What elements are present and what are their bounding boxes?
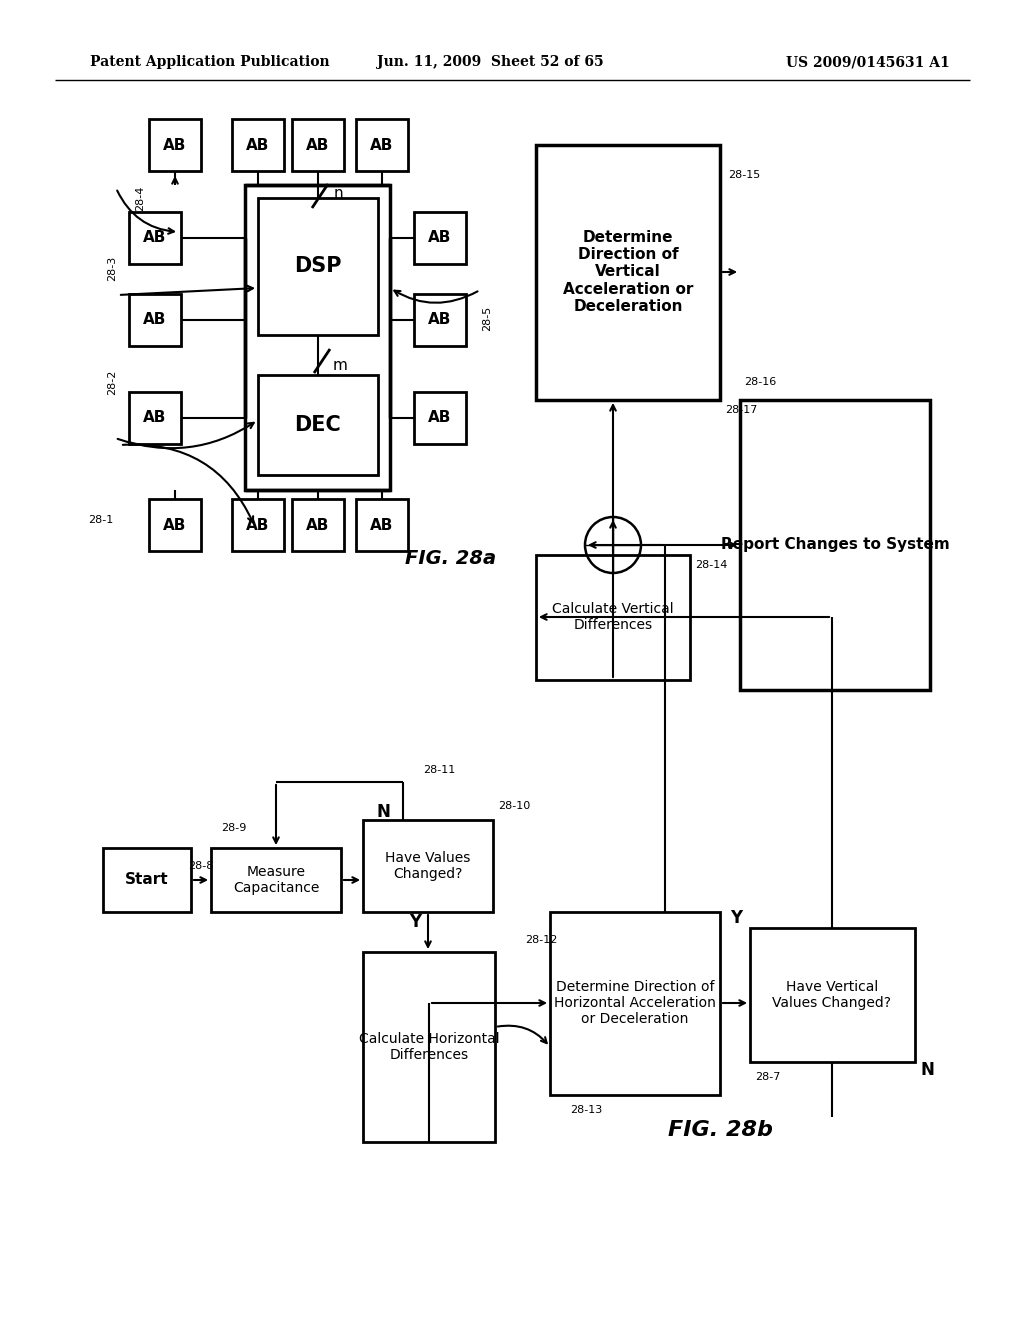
Bar bbox=[129, 392, 181, 444]
Bar bbox=[292, 119, 344, 172]
Text: Jun. 11, 2009  Sheet 52 of 65: Jun. 11, 2009 Sheet 52 of 65 bbox=[377, 55, 603, 69]
Text: 28-7: 28-7 bbox=[755, 1072, 780, 1082]
Text: Calculate Horizontal
Differences: Calculate Horizontal Differences bbox=[358, 1032, 500, 1063]
Bar bbox=[750, 928, 915, 1063]
Text: m: m bbox=[333, 358, 347, 372]
Text: AB: AB bbox=[371, 517, 393, 532]
Text: Measure
Capacitance: Measure Capacitance bbox=[232, 865, 319, 895]
Text: AB: AB bbox=[143, 411, 167, 425]
Bar bbox=[129, 213, 181, 264]
Text: 28-17: 28-17 bbox=[725, 405, 758, 414]
Text: AB: AB bbox=[163, 517, 186, 532]
Bar bbox=[232, 499, 284, 550]
Text: Have Vertical
Values Changed?: Have Vertical Values Changed? bbox=[772, 979, 892, 1010]
Bar bbox=[245, 185, 390, 490]
Text: 28-3: 28-3 bbox=[106, 255, 117, 281]
Text: US 2009/0145631 A1: US 2009/0145631 A1 bbox=[786, 55, 950, 69]
Text: 28-16: 28-16 bbox=[743, 378, 776, 387]
Bar bbox=[550, 912, 720, 1096]
Text: AB: AB bbox=[428, 313, 452, 327]
Text: DSP: DSP bbox=[294, 256, 342, 276]
Text: AB: AB bbox=[306, 137, 330, 153]
Text: Determine
Direction of
Vertical
Acceleration or
Deceleration: Determine Direction of Vertical Accelera… bbox=[563, 230, 693, 314]
Text: AB: AB bbox=[143, 231, 167, 246]
Text: Determine Direction of
Horizontal Acceleration
or Deceleration: Determine Direction of Horizontal Accele… bbox=[554, 979, 716, 1026]
Text: N: N bbox=[920, 1061, 934, 1078]
Text: Have Values
Changed?: Have Values Changed? bbox=[385, 851, 471, 882]
Text: FIG. 28a: FIG. 28a bbox=[406, 549, 496, 568]
Text: 28-14: 28-14 bbox=[695, 560, 727, 570]
Text: Calculate Vertical
Differences: Calculate Vertical Differences bbox=[552, 602, 674, 632]
Text: Start: Start bbox=[125, 873, 169, 887]
Text: AB: AB bbox=[428, 231, 452, 246]
Text: N: N bbox=[376, 803, 390, 821]
Bar bbox=[356, 119, 408, 172]
Text: 28-15: 28-15 bbox=[728, 170, 760, 180]
Text: Y: Y bbox=[730, 909, 742, 927]
Bar bbox=[740, 400, 930, 690]
Text: AB: AB bbox=[428, 411, 452, 425]
Text: FIG. 28b: FIG. 28b bbox=[668, 1119, 772, 1140]
Text: AB: AB bbox=[371, 137, 393, 153]
Bar bbox=[150, 499, 201, 550]
Text: AB: AB bbox=[247, 137, 269, 153]
Bar bbox=[414, 213, 466, 264]
Bar bbox=[362, 952, 495, 1142]
Bar bbox=[258, 375, 378, 475]
Text: 28-13: 28-13 bbox=[570, 1105, 602, 1115]
Text: 28-4: 28-4 bbox=[135, 185, 145, 211]
Text: AB: AB bbox=[306, 517, 330, 532]
Text: Y: Y bbox=[409, 913, 421, 931]
Text: Report Changes to System: Report Changes to System bbox=[721, 537, 949, 553]
Text: 28-8: 28-8 bbox=[188, 861, 214, 871]
Bar bbox=[103, 847, 191, 912]
Text: 28-1: 28-1 bbox=[88, 515, 113, 525]
Bar bbox=[211, 847, 341, 912]
Text: 28-11: 28-11 bbox=[423, 766, 456, 775]
Text: 28-10: 28-10 bbox=[498, 801, 530, 810]
Bar bbox=[536, 145, 720, 400]
Text: DEC: DEC bbox=[295, 414, 341, 436]
Bar bbox=[258, 198, 378, 335]
Bar bbox=[129, 294, 181, 346]
Bar bbox=[150, 119, 201, 172]
Bar bbox=[414, 392, 466, 444]
Text: Patent Application Publication: Patent Application Publication bbox=[90, 55, 330, 69]
Text: 28-9: 28-9 bbox=[221, 822, 247, 833]
Bar bbox=[362, 820, 493, 912]
Bar bbox=[232, 119, 284, 172]
Text: AB: AB bbox=[163, 137, 186, 153]
Bar bbox=[414, 294, 466, 346]
Text: n: n bbox=[333, 186, 343, 202]
Text: 28-2: 28-2 bbox=[106, 370, 117, 395]
Bar bbox=[356, 499, 408, 550]
Text: 28-12: 28-12 bbox=[525, 935, 557, 945]
Bar bbox=[536, 554, 690, 680]
Text: AB: AB bbox=[143, 313, 167, 327]
Bar bbox=[292, 499, 344, 550]
Text: AB: AB bbox=[247, 517, 269, 532]
Text: 28-5: 28-5 bbox=[482, 305, 492, 330]
